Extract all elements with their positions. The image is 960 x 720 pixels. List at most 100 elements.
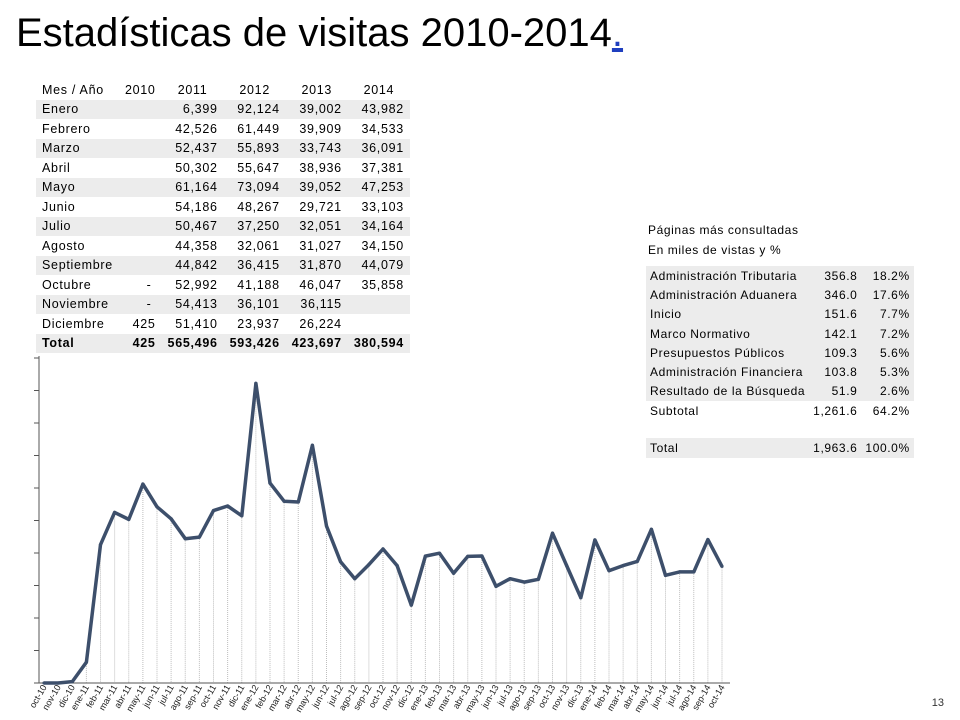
data-point-jun-11 xyxy=(155,505,159,509)
page-name-cell: Administración Tributaria xyxy=(646,266,810,286)
visits-value-cell: 48,267 xyxy=(223,197,286,217)
month-cell: Noviembre xyxy=(36,294,119,314)
visits-value-cell: 92,124 xyxy=(223,99,286,119)
visits-value-cell: 6,399 xyxy=(161,99,224,119)
visits-row: Septiembre 44,842 36,415 31,870 44,079 xyxy=(36,255,410,275)
visits-value-cell: 52,437 xyxy=(161,138,224,158)
pages-table: Administración Tributaria 356.8 18.2% Admin… xyxy=(646,266,914,458)
visits-value-cell: 50,467 xyxy=(161,216,224,236)
visits-value-cell: 55,647 xyxy=(223,158,286,178)
page-pct-cell: 2.6% xyxy=(861,381,914,402)
pages-row: Subtotal 1,261.6 64.2% xyxy=(646,401,914,420)
data-point-ago-11 xyxy=(183,537,187,541)
visits-value-cell xyxy=(118,236,162,256)
visits-header-cell: 2013 xyxy=(301,82,333,97)
visits-value-cell: 36,115 xyxy=(285,294,348,314)
visits-total-cell: 565,496 xyxy=(161,333,224,353)
visits-value-cell xyxy=(118,216,162,236)
visits-value-cell: 37,250 xyxy=(223,216,286,236)
visits-value-cell xyxy=(118,158,162,178)
pages-row: Inicio 151.6 7.7% xyxy=(646,304,914,324)
data-point-abr-14 xyxy=(635,559,639,564)
page-name-cell: Total xyxy=(646,438,810,458)
visits-value-cell: 31,027 xyxy=(285,236,348,256)
visits-header-cell: 2012 xyxy=(239,82,270,97)
data-point-may-13 xyxy=(480,554,484,558)
visits-value-cell: 23,937 xyxy=(223,314,286,334)
pages-row: Administración Tributaria 356.8 18.2% xyxy=(646,266,914,286)
visits-row: Marzo 52,437 55,893 33,743 36,091 xyxy=(36,138,410,158)
data-point-abr-13 xyxy=(466,554,470,558)
data-point-ene-14 xyxy=(593,538,597,542)
month-cell: Enero xyxy=(36,99,119,119)
visits-value-cell: 61,449 xyxy=(223,119,286,139)
data-point-oct-10 xyxy=(42,681,46,685)
visits-header-cell: 2011 xyxy=(177,82,208,97)
visits-row: Noviembre -54,413 36,101 36,115 xyxy=(36,294,410,314)
page-pct-cell: 7.2% xyxy=(861,323,914,344)
data-point-ago-14 xyxy=(692,570,696,574)
visits-total-cell: 425 xyxy=(118,333,162,353)
data-point-ago-12 xyxy=(353,577,357,581)
pages-row: Administración Aduanera 346.0 17.6% xyxy=(646,285,914,305)
page-name-cell: Administración Aduanera xyxy=(646,285,810,305)
month-cell: Febrero xyxy=(36,119,119,139)
data-point-sep-14 xyxy=(706,538,710,542)
visits-value-cell: 34,533 xyxy=(347,119,410,139)
month-cell: Marzo xyxy=(36,138,119,158)
page-name-cell: Marco Normativo xyxy=(646,323,810,344)
visits-line-chart: oct-10nov-10dic-10ene-11feb-11mar-11abr-… xyxy=(28,356,730,714)
data-point-dic-12 xyxy=(409,603,413,607)
visits-value-cell: 44,079 xyxy=(347,255,410,275)
data-point-jun-14 xyxy=(663,573,668,577)
page-pct-cell: 64.2% xyxy=(872,403,910,418)
visits-row: Abril 50,302 55,647 38,936 37,381 xyxy=(36,158,410,178)
visits-value-cell: 39,002 xyxy=(285,99,348,119)
title-link-dot[interactable]: . xyxy=(611,11,624,55)
visits-value-cell: 34,164 xyxy=(347,216,410,236)
visits-value-cell: 47,253 xyxy=(347,177,410,197)
visits-row: Febrero 42,526 61,449 39,909 34,533 xyxy=(36,119,410,139)
visits-total-cell: 380,594 xyxy=(347,333,410,353)
visits-value-cell: 29,721 xyxy=(285,197,348,217)
visits-row: Diciembre 425 51,410 23,937 26,224 xyxy=(36,314,410,334)
visits-value-cell: 61,164 xyxy=(161,177,224,197)
visits-value-cell: 32,061 xyxy=(223,236,286,256)
page-views-cell: 1,963.6 xyxy=(809,438,862,458)
visits-value-cell: 51,410 xyxy=(161,314,224,334)
page-title: Estadísticas de visitas 2010-2014. xyxy=(16,6,623,60)
data-point-may-11 xyxy=(141,482,145,486)
data-point-nov-11 xyxy=(226,504,230,508)
visits-row: Enero 6,399 92,124 39,002 43,982 xyxy=(36,99,410,119)
data-point-sep-12 xyxy=(367,562,371,567)
data-point-oct-11 xyxy=(211,509,216,513)
data-point-abr-12 xyxy=(296,500,300,504)
title-text: Estadísticas de visitas 2010-2014 xyxy=(16,11,612,55)
data-point-ene-11 xyxy=(84,660,88,664)
visits-value-cell: 44,842 xyxy=(161,255,224,275)
visits-value-cell: 52,992 xyxy=(161,275,224,295)
visits-value-cell xyxy=(118,255,162,275)
data-point-feb-12 xyxy=(268,481,272,485)
visits-value-cell: 44,358 xyxy=(161,236,224,256)
visits-value-cell: 50,302 xyxy=(161,158,224,178)
visits-value-cell: 36,091 xyxy=(347,138,410,158)
visits-value-cell: 425 xyxy=(118,314,162,334)
visits-value-cell: 54,413 xyxy=(161,294,224,314)
data-point-jul-14 xyxy=(678,570,682,574)
data-point-nov-10 xyxy=(56,681,60,685)
visits-series-line xyxy=(44,381,724,685)
visits-value-cell xyxy=(118,138,162,158)
data-point-mar-13 xyxy=(452,571,456,575)
visits-value-cell: 33,743 xyxy=(285,138,348,158)
total-label: Total xyxy=(36,333,119,353)
month-cell: Agosto xyxy=(36,236,119,256)
data-point-abr-11 xyxy=(127,517,131,521)
visits-total-cell: 423,697 xyxy=(285,333,348,353)
visits-value-cell xyxy=(118,177,162,197)
visits-value-cell: 43,982 xyxy=(347,99,410,119)
month-cell: Junio xyxy=(36,197,119,217)
data-point-may-14 xyxy=(649,527,653,531)
visits-value-cell: 42,526 xyxy=(161,119,224,139)
visits-value-cell: 55,893 xyxy=(223,138,286,158)
